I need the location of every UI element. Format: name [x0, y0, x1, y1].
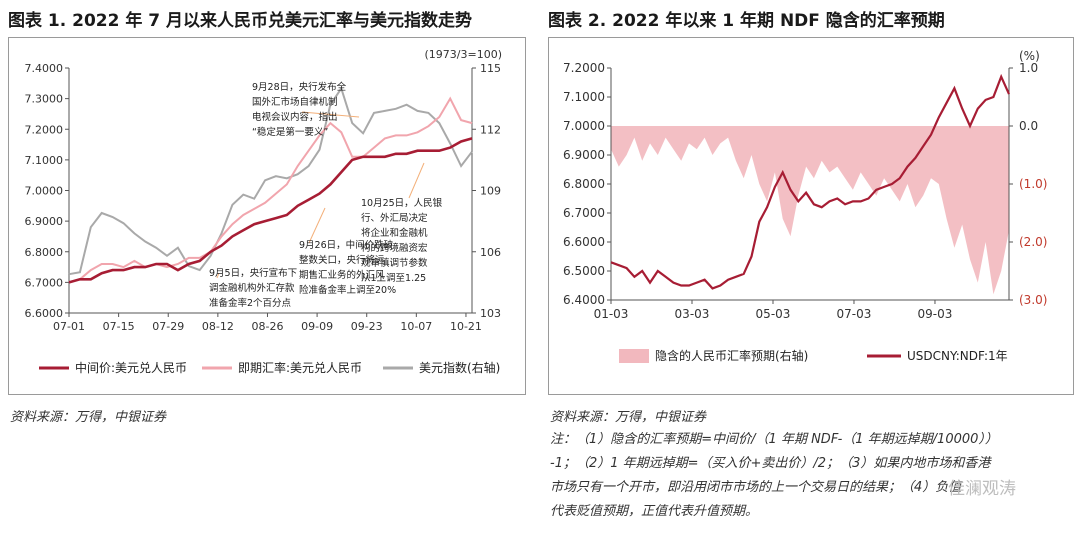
annotation-text: 9月5日，央行宣布下 [209, 267, 297, 279]
annotation-text: 9月26日，中间价跌破 [299, 239, 394, 251]
annotation-text: 观审慎调节参数 [361, 257, 428, 269]
right-area-series [611, 126, 1009, 295]
note-line-4: 代表贬值预期，正值代表升值预期。 [550, 504, 759, 519]
annotation-leader [216, 272, 220, 279]
right-legend-swatch-area [619, 349, 649, 363]
left-series-line-1 [68, 96, 473, 284]
right-y-tick-label: 7.2000 [563, 61, 605, 75]
left-legend-label: 即期汇率:美元兑人民币 [238, 360, 362, 375]
left-y2-tick-label: 115 [480, 62, 501, 75]
left-y2-tick-label: 103 [480, 307, 501, 320]
annotation-text: 将企业和金融机 [361, 227, 428, 239]
right-x-tick-label: 09-03 [918, 307, 953, 321]
annotation-text: “稳定是第一要义” [252, 126, 328, 138]
left-legend-label: 中间价:美元兑人民币 [75, 360, 187, 375]
left-y2-tick-label: 112 [480, 123, 501, 136]
right-y2-tick-label: 1.0 [1019, 61, 1038, 75]
right-chart-svg: 6.4000 6.5000 6.6000 6.7000 6.8000 6.9000 7.00… [563, 49, 1047, 363]
left-y-tick-label: 7.0000 [25, 185, 64, 198]
left-x-tick-label: 10-21 [450, 320, 482, 333]
right-y2-tick-label: (2.0) [1019, 235, 1047, 249]
left-x-tick-label: 09-09 [301, 320, 333, 333]
note-line-1: 注：（1）隐含的汇率预期=中间价/（1 年期 NDF-（1 年期远掉期/1000… [550, 432, 998, 447]
annotation-leader [301, 111, 360, 118]
right-legend-label: USDCNY:NDF:1年 [907, 349, 1008, 363]
right-notes: 注：（1）隐含的汇率预期=中间价/（1 年期 NDF-（1 年期远掉期/1000… [550, 428, 1074, 524]
right-line-series [610, 73, 1011, 290]
left-y-tick-label: 6.7000 [25, 276, 64, 289]
annotation-text: 国外汇市场自律机制 [252, 96, 338, 108]
left-x-tick-label: 07-29 [152, 320, 184, 333]
left-x-tick-label: 07-01 [53, 320, 85, 333]
annotation-text: 构的跨境融资宏 [361, 242, 428, 254]
right-x-tick-label: 07-03 [837, 307, 872, 321]
annotation-leader [408, 162, 425, 199]
annotation-text: 整数关口，央行将远 [299, 254, 385, 266]
left-series-line-2 [68, 86, 473, 276]
left-chart-frame: 6.6000 6.7000 6.8000 6.9000 7.0000 7.1000 7.20… [8, 37, 526, 395]
left-right-unit: (1973/3=100) [425, 48, 503, 61]
note-line-3: 市场只有一个开市，即沿用闭市市场的上一个交易日的结果；（4）负值 [550, 480, 962, 495]
left-y-tick-label: 6.9000 [25, 215, 64, 228]
left-x-tick-label: 10-07 [400, 320, 432, 333]
annotation-text: 9月28日，央行发布全 [252, 81, 347, 93]
annotation-text: 险准备金率上调至20% [299, 284, 396, 296]
annotation-text: 行、外汇局决定 [361, 212, 428, 224]
right-x-tick-label: 05-03 [756, 307, 791, 321]
left-legend-label: 美元指数(右轴) [419, 360, 500, 375]
left-panel: 图表 1. 2022 年 7 月以来人民币兑美元汇率与美元指数走势 6.6000… [8, 0, 528, 533]
left-x-tick-label: 08-26 [251, 320, 283, 333]
right-x-tick-label: 03-03 [675, 307, 710, 321]
right-y-tick-label: 7.1000 [563, 90, 605, 104]
left-y-tick-label: 7.1000 [25, 154, 64, 167]
right-y-tick-label: 6.7000 [563, 206, 605, 220]
right-y-tick-label: 6.6000 [563, 235, 605, 249]
left-y-tick-label: 6.6000 [25, 307, 64, 320]
annotation-text: 从1上调至1.25 [361, 273, 426, 284]
annotation-text: 10月25日，人民银 [361, 197, 443, 209]
left-y-tick-label: 7.3000 [25, 93, 64, 106]
left-x-tick-label: 07-15 [103, 320, 135, 333]
annotation-text: 期售汇业务的外汇风 [299, 269, 385, 281]
right-legend-label: 隐含的人民币汇率预期(右轴) [655, 348, 808, 363]
left-x-tick-label: 08-12 [202, 320, 234, 333]
left-chart-svg: 6.6000 6.7000 6.8000 6.9000 7.0000 7.1000 7.20… [25, 48, 503, 375]
right-chart-title: 图表 2. 2022 年以来 1 年期 NDF 隐含的汇率预期 [548, 11, 945, 31]
left-y2-tick-label: 106 [480, 246, 501, 259]
note-line-2: -1；（2）1 年期远掉期=（买入价+卖出价）/2；（3）如果内地市场和香港 [550, 456, 991, 471]
right-y-tick-label: 7.0000 [563, 119, 605, 133]
left-y2-tick-label: 109 [480, 185, 501, 198]
right-right-unit: (%) [1019, 49, 1040, 63]
right-x-tick-label: 01-03 [594, 307, 629, 321]
right-y2-tick-label: 0.0 [1019, 119, 1038, 133]
right-y-tick-label: 6.8000 [563, 177, 605, 191]
annotation-leader [308, 207, 326, 244]
left-y-tick-label: 6.8000 [25, 246, 64, 259]
right-panel: 图表 2. 2022 年以来 1 年期 NDF 隐含的汇率预期 6.4000 6.… [548, 0, 1076, 533]
right-source: 资料来源：万得，中银证券 [550, 410, 707, 425]
right-chart-frame: 6.4000 6.5000 6.6000 6.7000 6.8000 6.9000 7.00… [548, 37, 1074, 395]
left-source: 资料来源：万得，中银证券 [10, 410, 167, 425]
annotation-text: 准备金率2个百分点 [209, 297, 292, 309]
right-y-tick-label: 6.4000 [563, 293, 605, 307]
right-y-tick-label: 6.9000 [563, 148, 605, 162]
left-series-line-0 [68, 137, 473, 284]
left-chart-title: 图表 1. 2022 年 7 月以来人民币兑美元汇率与美元指数走势 [8, 11, 473, 31]
right-y2-tick-label: (3.0) [1019, 293, 1047, 307]
left-y-tick-label: 7.4000 [25, 62, 64, 75]
right-y2-tick-label: (1.0) [1019, 177, 1047, 191]
right-y-tick-label: 6.5000 [563, 264, 605, 278]
watermark: 佳澜观涛 [948, 479, 1016, 499]
left-x-tick-label: 09-23 [351, 320, 383, 333]
left-y-tick-label: 7.2000 [25, 123, 64, 136]
annotation-text: 电视会议内容，指出 [252, 111, 338, 123]
annotation-text: 调金融机构外汇存款 [209, 282, 295, 294]
